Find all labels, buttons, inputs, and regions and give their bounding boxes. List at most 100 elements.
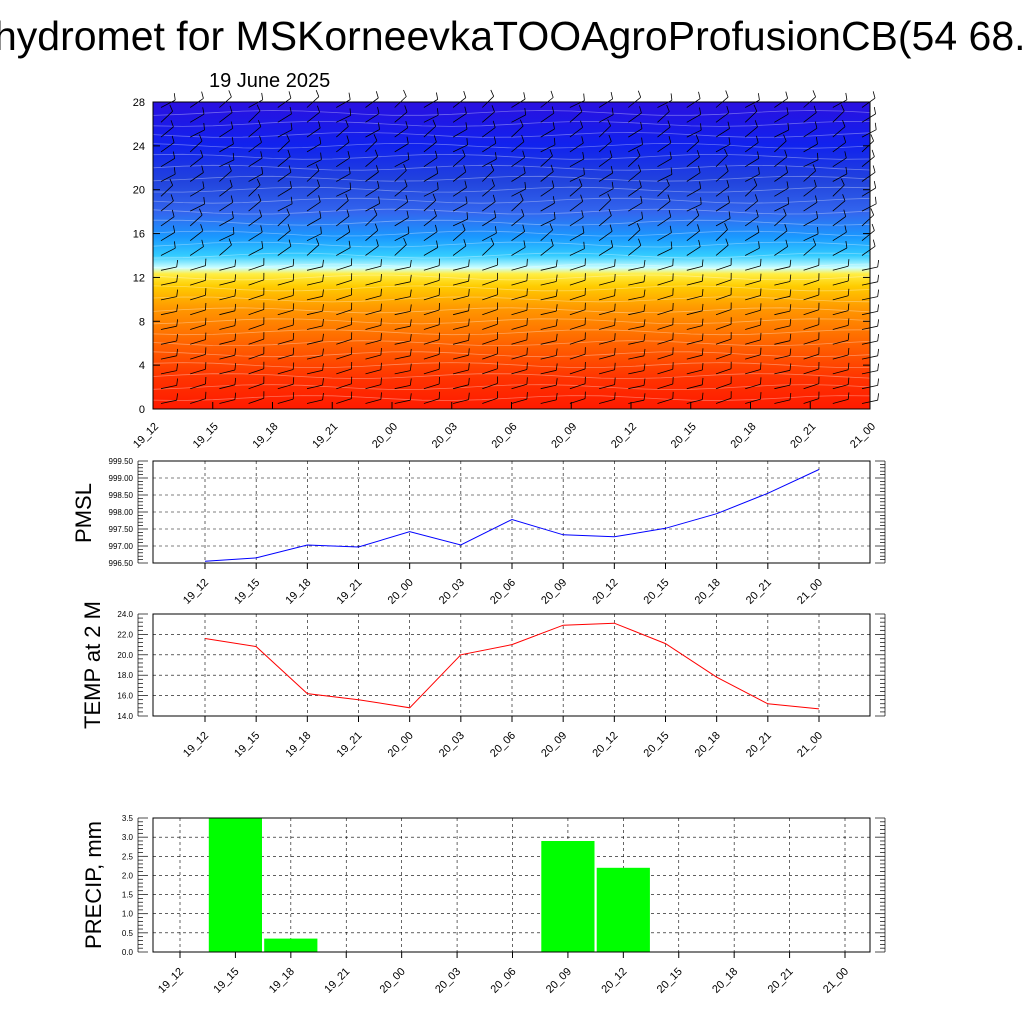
wind-barb bbox=[511, 339, 528, 345]
wind-barb-flag bbox=[614, 318, 616, 326]
wind-barb-flag bbox=[725, 238, 729, 246]
y-tick-label: 997.50 bbox=[109, 525, 134, 534]
wind-barb-flag bbox=[201, 239, 204, 247]
figure-title: hydromet for MSKorneevkaTOOAgroProfusion… bbox=[0, 13, 1024, 59]
wind-barb-flag bbox=[526, 273, 528, 281]
wind-barb bbox=[861, 156, 875, 168]
wind-barb bbox=[394, 296, 411, 301]
wind-barb bbox=[365, 399, 382, 404]
wind-barb-flag bbox=[643, 334, 646, 342]
wind-barb-flag bbox=[789, 363, 792, 371]
wind-barb bbox=[453, 280, 469, 286]
wind-barb bbox=[628, 340, 645, 345]
wind-barb-flag bbox=[231, 211, 234, 219]
wind-barb-flag bbox=[760, 303, 762, 311]
wind-barb bbox=[540, 369, 557, 375]
wind-barb bbox=[336, 247, 351, 256]
wind-barb-flag bbox=[322, 289, 324, 297]
wind-barb bbox=[219, 170, 232, 182]
precip-bar bbox=[264, 938, 318, 952]
wind-barb bbox=[569, 398, 586, 404]
wind-barb-flag bbox=[315, 164, 320, 171]
wind-barb bbox=[189, 187, 205, 197]
wind-barb bbox=[715, 244, 729, 256]
wind-barb bbox=[540, 186, 555, 197]
y-tick-label: 2.0 bbox=[122, 871, 134, 880]
wind-barb-flag bbox=[550, 238, 554, 246]
x-tick-label: 20_00 bbox=[386, 730, 416, 760]
wind-barb bbox=[306, 310, 323, 316]
wind-barb-flag bbox=[666, 178, 670, 186]
wind-barb bbox=[453, 325, 469, 330]
x-tick-label: 20_03 bbox=[430, 421, 460, 451]
wind-barb bbox=[861, 97, 876, 108]
wind-barb bbox=[423, 247, 438, 256]
wind-barb bbox=[745, 99, 760, 108]
wind-barb-flag bbox=[176, 304, 178, 312]
wind-barb bbox=[657, 142, 672, 153]
wind-barb bbox=[686, 98, 701, 108]
wind-barb bbox=[160, 126, 174, 138]
wind-barb-flag bbox=[378, 122, 380, 130]
wind-barb-flag bbox=[176, 393, 178, 401]
wind-barb-flag bbox=[760, 392, 762, 400]
wind-barb bbox=[657, 354, 673, 360]
wind-barb bbox=[774, 203, 789, 212]
wind-barb bbox=[598, 295, 615, 301]
wind-barb bbox=[423, 141, 437, 153]
wind-barb bbox=[715, 309, 732, 316]
wind-barb bbox=[745, 324, 761, 330]
wind-barb bbox=[657, 368, 673, 375]
wind-barb-flag bbox=[787, 197, 790, 205]
wind-barb-flag bbox=[877, 378, 879, 386]
wind-barb bbox=[452, 144, 468, 153]
wind-barb bbox=[306, 266, 323, 271]
wind-barb bbox=[423, 368, 440, 375]
wind-barb bbox=[628, 171, 641, 182]
wind-barb-flag bbox=[200, 224, 204, 231]
pmsl-panel: 996.50 997.00 997.50 998.00 998.50 999.00 999.… bbox=[71, 457, 886, 607]
wind-barb bbox=[219, 295, 235, 301]
wind-barb-flag bbox=[409, 378, 412, 386]
wind-barb bbox=[306, 244, 320, 256]
contour-line bbox=[152, 329, 871, 336]
wind-barb bbox=[657, 158, 672, 168]
wind-barb bbox=[306, 127, 321, 138]
wind-barb bbox=[394, 370, 411, 375]
wind-barb-flag bbox=[877, 259, 879, 268]
pmsl-axis-label: PMSL bbox=[71, 483, 96, 543]
y-tick-label: 12 bbox=[133, 272, 145, 284]
wind-barb-flag bbox=[725, 164, 729, 172]
wind-barb-flag bbox=[376, 239, 379, 247]
wind-barb bbox=[803, 112, 817, 123]
y-tick-label: 0 bbox=[139, 404, 145, 416]
wind-barb bbox=[628, 112, 642, 123]
wind-barb-flag bbox=[817, 152, 819, 160]
wind-barb-flag bbox=[405, 194, 409, 203]
contour-line bbox=[152, 241, 871, 248]
wind-barb-flag bbox=[436, 240, 439, 248]
wind-barb-flag bbox=[289, 107, 292, 114]
wind-barb bbox=[803, 339, 819, 345]
wind-barb-flag bbox=[847, 259, 850, 267]
wind-barb-flag bbox=[526, 332, 528, 340]
wind-barb bbox=[482, 142, 497, 153]
wind-barb-flag bbox=[643, 378, 646, 386]
wind-barb bbox=[598, 156, 613, 168]
wind-barb-flag bbox=[784, 149, 788, 157]
wind-barb bbox=[277, 309, 294, 316]
wind-barb-flag bbox=[292, 332, 295, 340]
x-tick-label: 19_21 bbox=[335, 577, 365, 607]
x-tick-label: 20_00 bbox=[386, 577, 416, 607]
wind-barb bbox=[628, 144, 643, 153]
wind-barb bbox=[394, 325, 411, 330]
wind-barb bbox=[803, 324, 819, 330]
pmsl-frame bbox=[152, 460, 871, 564]
wind-barb bbox=[277, 369, 294, 375]
wind-barb bbox=[657, 339, 673, 345]
wind-barb-flag bbox=[490, 89, 495, 97]
wind-barb bbox=[832, 265, 849, 271]
wind-barb bbox=[306, 340, 323, 345]
wind-barb bbox=[511, 231, 525, 242]
wind-barb bbox=[394, 159, 410, 168]
